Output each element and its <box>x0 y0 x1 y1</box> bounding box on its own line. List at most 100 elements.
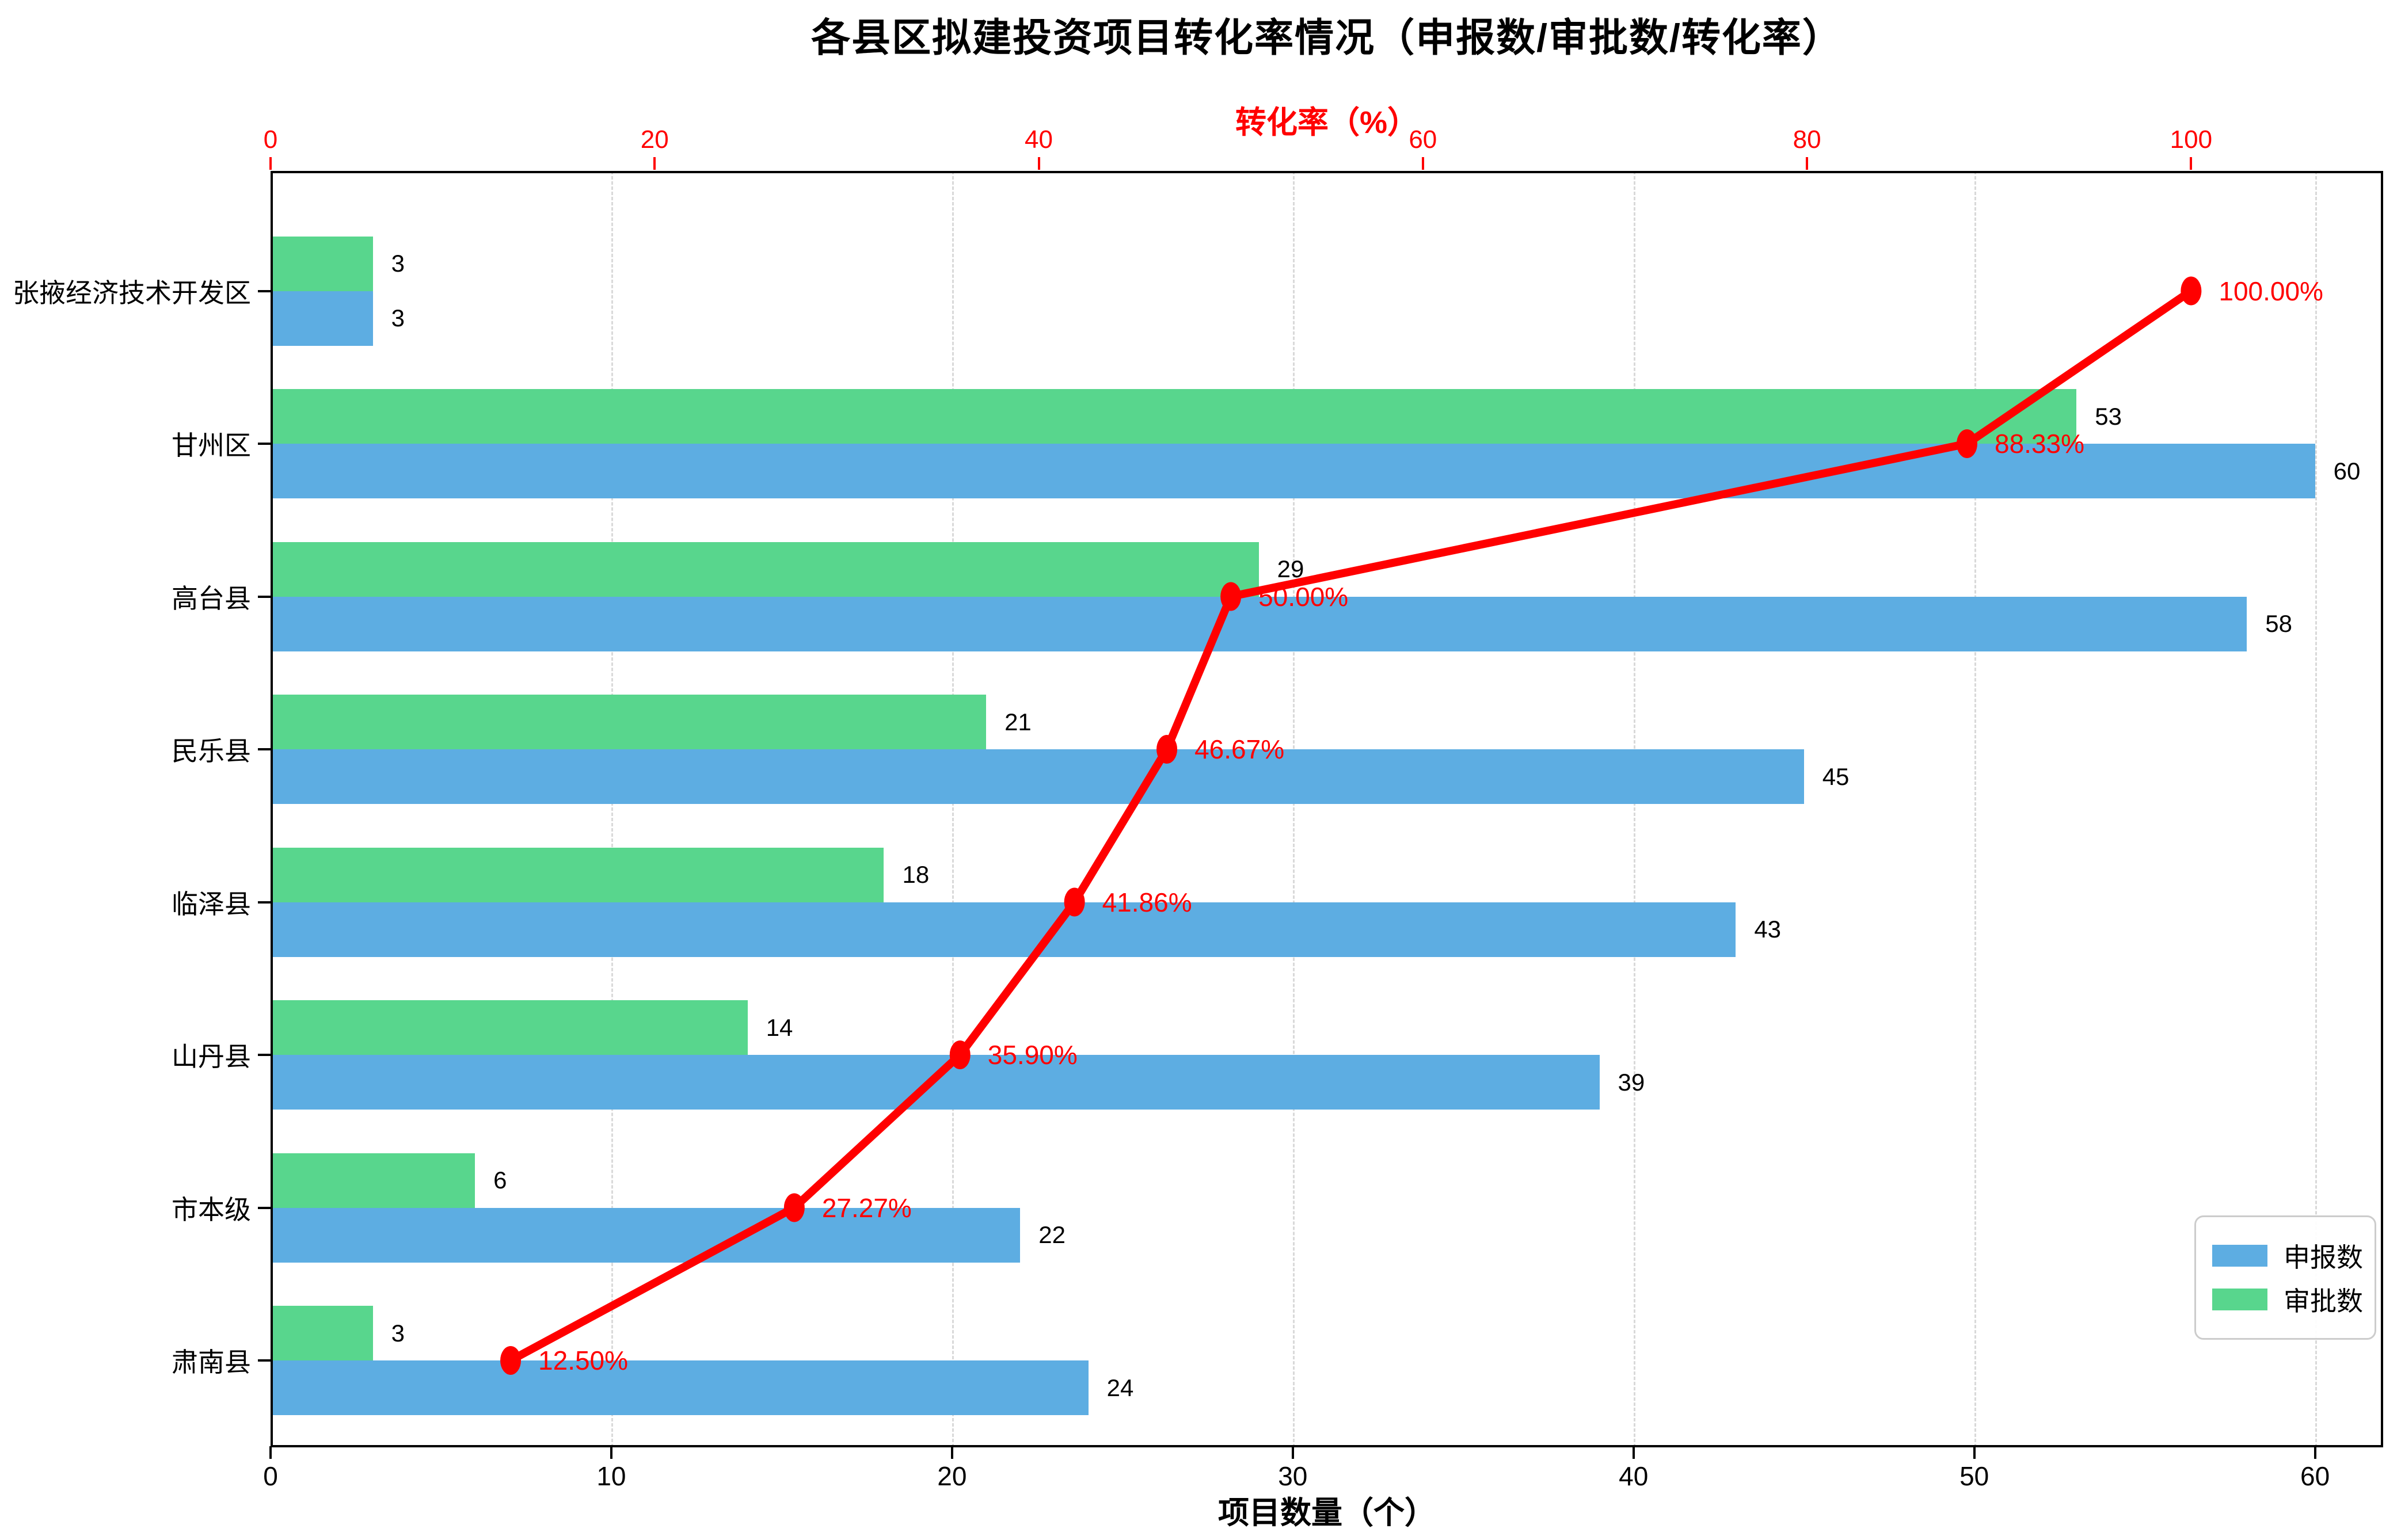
x-tick-top <box>653 157 656 170</box>
bar-shenpi <box>271 236 373 291</box>
x-tick-top <box>269 157 272 170</box>
legend-item-shenbao: 申报数 <box>2212 1237 2363 1275</box>
y-tick <box>258 289 271 292</box>
conversion-point-label: 27.27% <box>821 1192 912 1223</box>
conversion-point-label: 35.90% <box>987 1040 1078 1070</box>
x-tick-bottom-label: 10 <box>596 1461 626 1491</box>
conversion-point <box>1957 429 1978 458</box>
y-tick <box>258 595 271 598</box>
conversion-line-path <box>508 287 2194 1364</box>
conversion-point <box>1156 735 1178 764</box>
y-tick <box>258 1206 271 1209</box>
x-tick-bottom <box>2314 1446 2316 1459</box>
legend-swatch-shenpi <box>2212 1289 2267 1310</box>
conversion-point-label: 100.00% <box>2219 276 2323 306</box>
x-tick-bottom <box>1973 1446 1976 1459</box>
plot-area: 3 3 53 60 29 58 21 45 18 43 14 39 6 22 3 24 <box>271 171 2383 1447</box>
grid-line-x-40 <box>1633 171 1635 1447</box>
x-tick-bottom <box>1632 1446 1635 1459</box>
category-label: 甘州区 <box>172 430 251 460</box>
x-tick-top-label: 40 <box>1025 125 1053 154</box>
chart-title: 各县区拟建投资项目转化率情况（申报数/审批数/转化率） <box>811 16 1843 60</box>
x-tick-top <box>1421 157 1424 170</box>
legend-swatch-shenbao <box>2212 1245 2267 1267</box>
category-label: 市本级 <box>172 1194 251 1225</box>
category-label: 张掖经济技术开发区 <box>13 277 251 308</box>
x-tick-bottom-label: 30 <box>1278 1461 1308 1491</box>
x-tick-bottom <box>269 1446 272 1459</box>
top-axis-title: 转化率（%） <box>1235 105 1418 140</box>
bar-value-label-shenpi: 14 <box>766 1013 793 1041</box>
bar-shenbao <box>271 749 1804 804</box>
y-tick <box>258 1054 271 1056</box>
bar-value-label-shenbao: 58 <box>2265 610 2292 637</box>
y-tick <box>258 901 271 904</box>
x-tick-top-label: 60 <box>1409 125 1437 154</box>
bar-shenbao <box>271 596 2247 651</box>
bar-shenpi <box>271 695 987 749</box>
bar-value-label-shenpi: 18 <box>902 861 930 888</box>
x-tick-bottom-label: 40 <box>1619 1461 1649 1491</box>
y-tick <box>258 1359 271 1362</box>
bar-shenpi <box>271 1306 373 1360</box>
bar-value-label-shenpi: 21 <box>1004 708 1032 735</box>
grid-line-x-50 <box>1974 171 1976 1447</box>
bar-value-label-shenbao: 3 <box>391 304 405 331</box>
x-tick-bottom <box>610 1446 612 1459</box>
x-tick-top <box>1037 157 1040 170</box>
conversion-line <box>500 276 2202 1375</box>
conversion-point-label: 88.33% <box>1995 429 2085 459</box>
category-label: 肃南县 <box>172 1347 251 1377</box>
grid-line-x-60 <box>2315 171 2317 1447</box>
legend-label-shenpi: 审批数 <box>2284 1286 2363 1316</box>
bar-value-label-shenbao: 39 <box>1618 1068 1645 1096</box>
category-label: 临泽县 <box>172 889 251 919</box>
bar-value-label-shenpi: 6 <box>493 1167 507 1194</box>
x-tick-top <box>1806 157 1809 170</box>
bar-shenpi <box>271 1000 748 1055</box>
bar-shenpi <box>271 389 2077 444</box>
y-tick <box>258 443 271 445</box>
x-tick-bottom <box>1291 1446 1294 1459</box>
category-label: 高台县 <box>172 583 251 613</box>
bar-shenpi <box>271 847 884 902</box>
bar-shenbao <box>271 1360 1089 1415</box>
conversion-point-label: 46.67% <box>1194 734 1285 764</box>
grid-line-x-30 <box>1292 171 1295 1447</box>
bar-value-label-shenbao: 24 <box>1106 1374 1134 1401</box>
x-tick-bottom-label: 50 <box>1959 1461 1989 1491</box>
bar-shenpi <box>271 1153 475 1208</box>
x-tick-bottom <box>950 1446 953 1459</box>
conversion-point <box>949 1040 971 1069</box>
bar-value-label-shenpi: 29 <box>1277 555 1304 582</box>
conversion-point <box>1220 582 1242 611</box>
bar-shenbao <box>271 902 1736 957</box>
legend-label-shenbao: 申报数 <box>2284 1242 2363 1272</box>
conversion-point <box>783 1193 805 1222</box>
conversion-point-label: 12.50% <box>538 1345 629 1375</box>
plot-frame <box>271 171 2383 1447</box>
grid-line-x-20 <box>952 171 954 1447</box>
category-label: 民乐县 <box>172 736 251 766</box>
bar-value-label-shenpi: 3 <box>391 250 405 277</box>
y-tick <box>258 748 271 750</box>
bar-value-label-shenbao: 60 <box>2333 457 2361 485</box>
conversion-point <box>1064 887 1085 917</box>
bar-value-label-shenbao: 45 <box>1822 763 1850 790</box>
conversion-point <box>2181 276 2202 306</box>
x-tick-bottom-label: 60 <box>2300 1461 2330 1491</box>
legend: 申报数 审批数 <box>2194 1215 2376 1340</box>
x-tick-top-label: 100 <box>2170 125 2213 154</box>
x-tick-top-label: 0 <box>263 125 278 154</box>
x-tick-top-label: 20 <box>640 125 669 154</box>
bar-shenpi <box>271 542 1259 597</box>
bottom-axis-title: 项目数量（个） <box>1218 1496 1436 1530</box>
x-tick-top-label: 80 <box>1793 125 1821 154</box>
bar-value-label-shenpi: 3 <box>391 1319 405 1347</box>
bar-shenbao <box>271 291 373 346</box>
conversion-point <box>500 1346 522 1375</box>
conversion-point-label: 50.00% <box>1258 581 1349 612</box>
legend-item-shenpi: 审批数 <box>2212 1280 2363 1318</box>
category-label: 山丹县 <box>172 1042 251 1072</box>
